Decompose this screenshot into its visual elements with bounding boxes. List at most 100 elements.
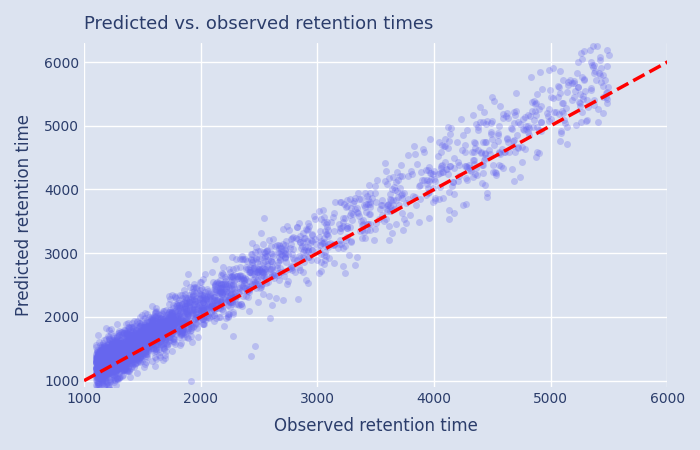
Point (469, 139, 480, 146)
Point (127, 337, 138, 344)
Point (120, 342, 131, 349)
Point (186, 297, 197, 304)
Point (166, 331, 177, 338)
Point (271, 294, 282, 302)
Point (122, 331, 134, 338)
Point (99, 358, 110, 365)
Point (317, 206, 328, 213)
Point (227, 266, 238, 273)
Point (100, 365, 111, 373)
Point (111, 334, 122, 342)
Point (484, 151, 495, 158)
Point (283, 226, 294, 234)
Point (435, 183, 446, 190)
Point (108, 357, 120, 364)
Point (143, 333, 154, 340)
Point (573, 83, 584, 90)
Point (183, 335, 194, 342)
Point (454, 173, 465, 180)
Point (130, 346, 141, 353)
Point (142, 340, 153, 347)
Point (266, 250, 277, 257)
Point (214, 285, 225, 292)
Point (94, 355, 106, 362)
Point (121, 346, 132, 353)
Point (120, 350, 131, 357)
Point (254, 260, 265, 267)
Point (142, 332, 153, 339)
Point (113, 353, 124, 360)
Point (170, 311, 181, 318)
Point (208, 311, 219, 319)
Point (115, 354, 126, 361)
Point (172, 328, 183, 335)
Point (386, 196, 397, 203)
Point (214, 313, 225, 320)
Point (93, 349, 104, 356)
Point (127, 345, 139, 352)
Point (478, 161, 489, 168)
Point (110, 351, 121, 359)
Point (356, 234, 368, 242)
Point (276, 250, 287, 257)
Point (271, 241, 282, 248)
Point (560, 104, 571, 111)
Point (244, 264, 256, 271)
Point (130, 324, 141, 331)
Point (145, 328, 156, 335)
Point (97, 366, 108, 373)
Point (107, 371, 118, 378)
Point (94, 360, 105, 368)
Point (99, 355, 111, 362)
Point (361, 220, 372, 227)
Point (130, 329, 141, 337)
Point (134, 338, 146, 346)
Point (116, 363, 127, 370)
Point (169, 316, 180, 323)
Point (350, 195, 361, 202)
Point (174, 315, 186, 322)
Point (141, 338, 153, 346)
Point (122, 337, 134, 344)
Point (202, 287, 214, 294)
Point (182, 320, 193, 328)
Point (197, 298, 209, 306)
Point (114, 342, 125, 349)
Point (130, 337, 141, 344)
Point (438, 168, 449, 175)
Text: Predicted vs. observed retention times: Predicted vs. observed retention times (84, 15, 433, 33)
Point (337, 245, 349, 252)
Point (131, 335, 142, 342)
Point (119, 365, 130, 372)
Point (102, 360, 113, 368)
Point (124, 341, 135, 348)
Point (472, 126, 483, 133)
Point (104, 352, 116, 359)
Point (162, 311, 174, 318)
Point (127, 337, 138, 344)
Point (374, 205, 386, 212)
Point (122, 324, 134, 331)
Point (259, 215, 270, 222)
Point (508, 142, 519, 149)
Point (188, 301, 199, 308)
Point (390, 220, 401, 227)
Point (161, 306, 172, 314)
Point (123, 366, 134, 373)
Point (112, 360, 123, 367)
Point (99, 383, 110, 390)
Point (118, 329, 130, 337)
Point (320, 248, 331, 255)
Point (100, 363, 111, 370)
Point (134, 340, 146, 347)
Point (138, 315, 149, 323)
Point (111, 356, 122, 363)
Point (179, 297, 190, 305)
Point (381, 180, 392, 188)
Point (335, 236, 346, 243)
Point (428, 167, 440, 175)
Point (402, 195, 414, 203)
Point (142, 336, 153, 343)
Point (92, 367, 104, 374)
Point (593, 70, 604, 77)
